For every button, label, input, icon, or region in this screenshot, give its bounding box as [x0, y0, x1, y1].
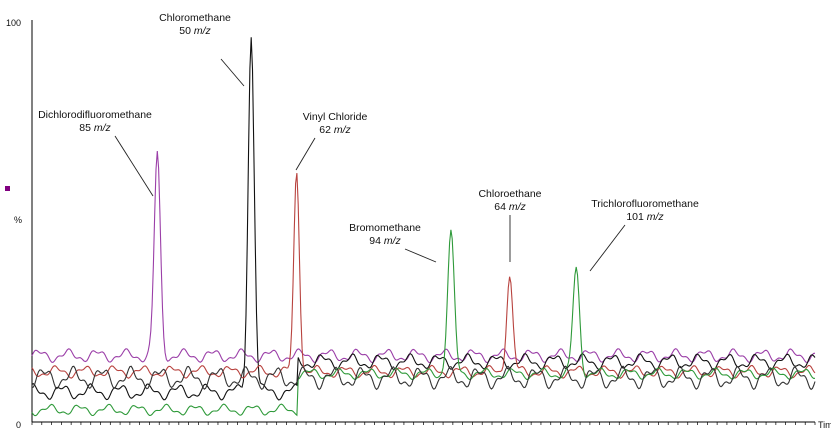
leader-line: [220, 58, 245, 87]
mass-to-charge: 50 m/z: [179, 25, 211, 37]
x-axis-label: Tim: [818, 420, 831, 430]
series-line-0: [31, 151, 816, 364]
compound-name: Trichlorofluoromethane: [591, 198, 699, 210]
series-layer: [31, 37, 816, 417]
compound-name: Chloroethane: [478, 188, 541, 200]
mass-to-charge: 64 m/z: [494, 201, 526, 213]
mass-to-charge: 85 m/z: [79, 122, 111, 134]
x-ticks: [31, 422, 816, 425]
mass-to-charge: 101 m/z: [626, 211, 664, 223]
channel-marker: [5, 186, 10, 191]
leader-line: [404, 248, 437, 263]
compound-name: Chloromethane: [159, 12, 231, 24]
compound-name: Bromomethane: [349, 222, 421, 234]
series-line-4: [31, 365, 816, 391]
series-line-3: [31, 229, 816, 417]
series-line-1: [31, 37, 816, 401]
leader-line: [589, 224, 626, 272]
mass-to-charge: 62 m/z: [319, 124, 351, 136]
mass-to-charge: 94 m/z: [369, 235, 401, 247]
compound-name: Dichlorodifluoromethane: [38, 109, 152, 121]
y-axis-label: %: [14, 215, 22, 225]
leader-line: [114, 135, 154, 197]
compound-name: Vinyl Chloride: [303, 111, 368, 123]
y-tick-100: 100: [6, 18, 21, 28]
y-tick-0: 0: [16, 420, 21, 430]
leader-line: [295, 137, 316, 171]
